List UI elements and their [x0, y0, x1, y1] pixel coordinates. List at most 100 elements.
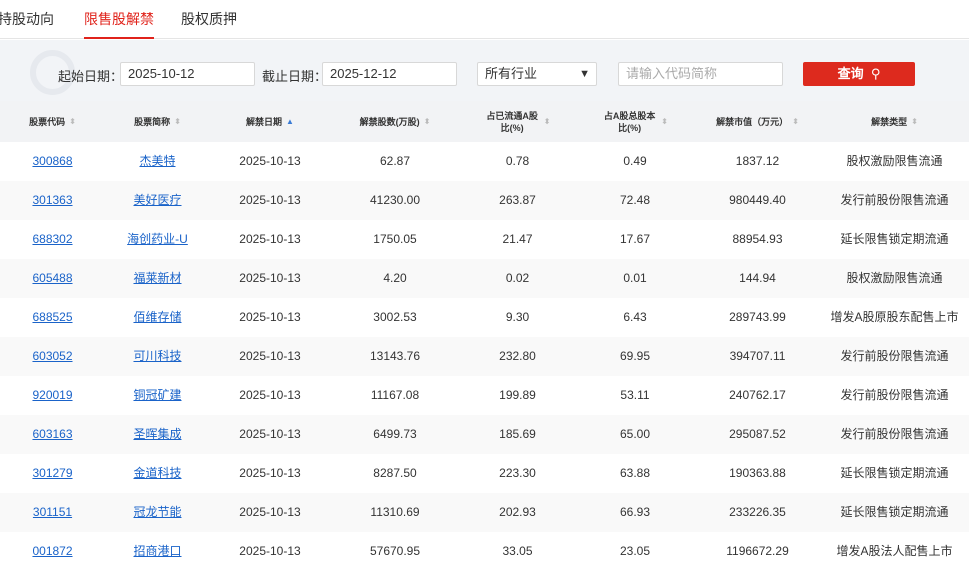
stock-name-link[interactable]: 圣晖集成: [133, 427, 182, 441]
cell-unlock-shares: 62.87: [379, 154, 411, 168]
cell-unlock-shares: 41230.00: [369, 193, 421, 207]
col-header-name[interactable]: 股票简称 ⬍: [134, 116, 181, 127]
tab-equity-pledge[interactable]: 股权质押: [181, 11, 237, 27]
cell-total-pct: 65.00: [619, 427, 651, 441]
industry-select[interactable]: 所有行业 ▼: [477, 62, 597, 86]
stock-name-link[interactable]: 杰美特: [139, 154, 176, 168]
sort-icon[interactable]: ⬍: [423, 116, 431, 126]
filter-bar: 起始日期： 2025-10-12 截止日期： 2025-12-12 所有行业 ▼ …: [0, 40, 969, 101]
stock-code-link[interactable]: 688525: [32, 310, 73, 324]
table-row: 300868 杰美特 2025-10-13 62.87 0.78 0.49 1837.12 股…: [0, 142, 969, 181]
col-header-float-pct[interactable]: 占已流通A股比(%) ⬍: [486, 110, 551, 133]
cell-unlock-type: 发行前股份限售流通: [840, 427, 949, 441]
cell-stock-name: 海创药业-U: [105, 220, 210, 259]
stock-name-link[interactable]: 福莱新材: [133, 271, 182, 285]
cell-float-pct: 199.89: [499, 388, 536, 402]
search-input[interactable]: 请输入代码简称: [618, 62, 783, 86]
col-header-code[interactable]: 股票代码 ⬍: [29, 116, 76, 127]
cell-total-pct: 6.43: [623, 310, 647, 324]
cell-stock-code: 301363: [0, 181, 105, 220]
stock-code-link[interactable]: 603052: [32, 349, 73, 363]
cell-stock-name: 佰维存储: [105, 298, 210, 337]
col-header-date[interactable]: 解禁日期 ▲: [246, 116, 294, 127]
stock-name-link[interactable]: 海创药业-U: [127, 232, 188, 246]
cell-float-pct: 223.30: [499, 466, 536, 480]
cell-stock-name: 铜冠矿建: [105, 376, 210, 415]
cell-unlock-value: 144.94: [739, 271, 776, 285]
cell-unlock-date: 2025-10-13: [239, 310, 301, 324]
cell-stock-code: 603163: [0, 415, 105, 454]
sort-icon[interactable]: ⬍: [911, 116, 918, 126]
cell-stock-name: 美好医疗: [105, 181, 210, 220]
cell-unlock-date: 2025-10-13: [239, 193, 301, 207]
cell-stock-code: 001872: [0, 532, 105, 571]
table-row: 301151 冠龙节能 2025-10-13 11310.69 202.93 66.93 2…: [0, 493, 969, 532]
stock-code-link[interactable]: 301363: [32, 193, 73, 207]
cell-unlock-date: 2025-10-13: [239, 349, 301, 363]
start-date-input[interactable]: 2025-10-12: [120, 62, 255, 86]
sort-asc-icon[interactable]: ▲: [286, 116, 294, 126]
table-row: 301363 美好医疗 2025-10-13 41230.00 263.87 72.48 9…: [0, 181, 969, 220]
cell-unlock-value: 1837.12: [735, 154, 780, 168]
table-row: 603163 圣晖集成 2025-10-13 6499.73 185.69 65.00 29…: [0, 415, 969, 454]
stock-code-link[interactable]: 920019: [32, 388, 73, 402]
end-date-input[interactable]: 2025-12-12: [322, 62, 457, 86]
cell-unlock-date: 2025-10-13: [239, 505, 301, 519]
sort-icon[interactable]: ⬍: [792, 116, 799, 126]
cell-unlock-value: 1196672.29: [726, 544, 789, 558]
stock-name-link[interactable]: 冠龙节能: [133, 505, 182, 519]
sort-icon[interactable]: ⬍: [174, 116, 181, 126]
cell-float-pct: 21.47: [502, 232, 533, 246]
sort-icon[interactable]: ⬍: [543, 116, 551, 126]
cell-stock-code: 603052: [0, 337, 105, 376]
sort-icon[interactable]: ⬍: [69, 116, 76, 126]
industry-select-value: 所有行业: [485, 66, 538, 81]
stock-name-link[interactable]: 铜冠矿建: [133, 388, 182, 402]
stock-code-link[interactable]: 688302: [32, 232, 73, 246]
sort-icon[interactable]: ⬍: [661, 116, 668, 126]
cell-unlock-date: 2025-10-13: [239, 466, 301, 480]
cell-total-pct: 17.67: [619, 232, 651, 246]
cell-stock-name: 冠龙节能: [105, 493, 210, 532]
stock-name-link[interactable]: 佰维存储: [133, 310, 182, 324]
cell-unlock-date: 2025-10-13: [239, 544, 301, 558]
col-header-value[interactable]: 解禁市值（万元） ⬍: [716, 116, 799, 127]
cell-unlock-type: 增发A股原股东配售上市: [830, 310, 959, 324]
cell-unlock-date: 2025-10-13: [239, 154, 301, 168]
cell-unlock-type: 延长限售锁定期流通: [840, 466, 949, 480]
stock-name-link[interactable]: 可川科技: [133, 349, 182, 363]
query-button[interactable]: 查询 ⚲: [803, 62, 915, 86]
tab-restricted-unlock[interactable]: 限售股解禁: [84, 9, 154, 39]
stock-code-link[interactable]: 605488: [32, 271, 73, 285]
col-header-type[interactable]: 解禁类型 ⬍: [871, 116, 918, 127]
cell-stock-name: 福莱新材: [105, 259, 210, 298]
stock-code-link[interactable]: 301279: [32, 466, 73, 480]
stock-code-link[interactable]: 603163: [32, 427, 73, 441]
cell-total-pct: 63.88: [619, 466, 651, 480]
stock-code-link[interactable]: 300868: [32, 154, 73, 168]
cell-stock-name: 招商港口: [105, 532, 210, 571]
table-row: 301279 金道科技 2025-10-13 8287.50 223.30 63.88 19…: [0, 454, 969, 493]
cell-float-pct: 202.93: [499, 505, 536, 519]
tab-holding-trend[interactable]: 持股动向: [0, 11, 54, 27]
cell-unlock-shares: 4.20: [383, 271, 407, 285]
table-row: 001872 招商港口 2025-10-13 57670.95 33.05 23.05 11…: [0, 532, 969, 571]
cell-unlock-value: 394707.11: [729, 349, 786, 363]
stock-code-link[interactable]: 001872: [32, 544, 73, 558]
cell-unlock-shares: 6499.73: [373, 427, 417, 441]
stock-name-link[interactable]: 金道科技: [133, 466, 182, 480]
search-icon: ⚲: [867, 66, 881, 81]
cell-unlock-date: 2025-10-13: [239, 427, 301, 441]
cell-total-pct: 66.93: [619, 505, 651, 519]
stock-code-link[interactable]: 301151: [32, 505, 73, 519]
stock-name-link[interactable]: 美好医疗: [133, 193, 182, 207]
stock-name-link[interactable]: 招商港口: [133, 544, 182, 558]
table-row: 688525 佰维存储 2025-10-13 3002.53 9.30 6.43 28974…: [0, 298, 969, 337]
cell-total-pct: 69.95: [619, 349, 651, 363]
col-header-total-pct[interactable]: 占A股总股本比(%) ⬍: [603, 110, 668, 133]
col-header-shares[interactable]: 解禁股数(万股) ⬍: [359, 116, 431, 127]
cell-stock-name: 圣晖集成: [105, 415, 210, 454]
cell-stock-code: 300868: [0, 142, 105, 181]
cell-total-pct: 72.48: [619, 193, 651, 207]
end-date-label: 截止日期：: [262, 69, 328, 84]
